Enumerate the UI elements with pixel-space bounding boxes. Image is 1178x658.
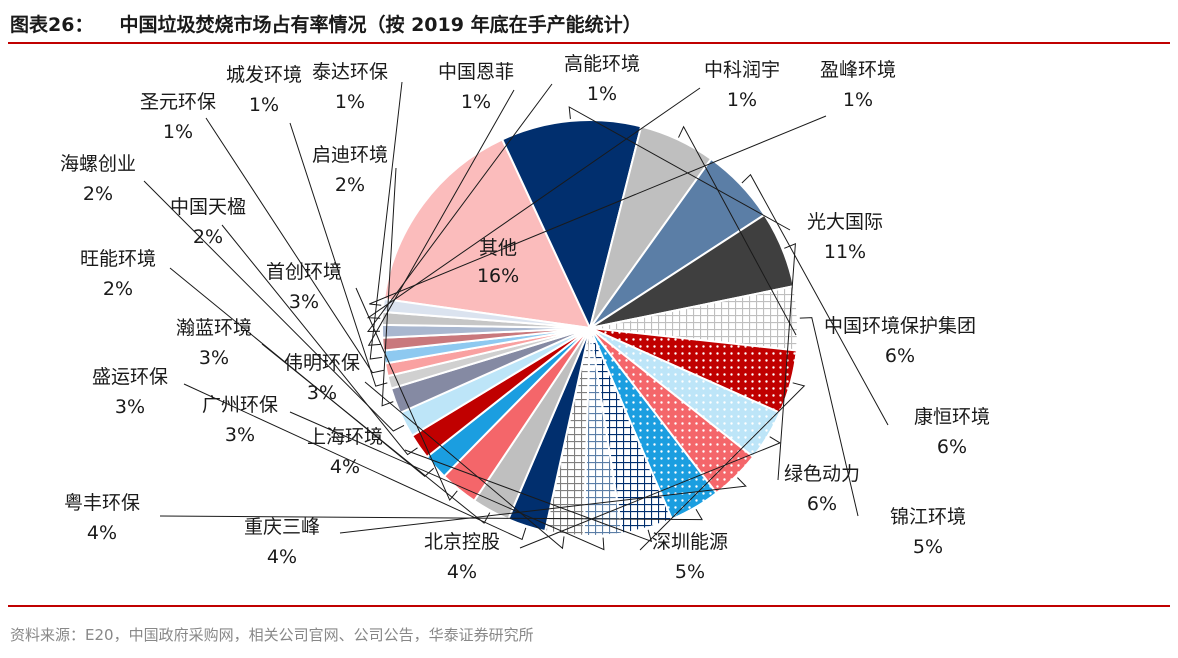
slice-value-4: 6% bbox=[807, 493, 837, 515]
slice-value-7: 4% bbox=[447, 561, 477, 583]
slice-value-20: 1% bbox=[249, 94, 279, 116]
leader-line-13 bbox=[183, 383, 527, 541]
pie-slices bbox=[380, 119, 800, 537]
leader-line-7 bbox=[519, 436, 782, 549]
leader-line-10 bbox=[404, 449, 653, 543]
slice-value-13: 3% bbox=[115, 396, 145, 418]
slice-label-19: 启迪环境 bbox=[312, 144, 388, 166]
leader-line-18 bbox=[143, 180, 405, 432]
leader-line-24 bbox=[366, 83, 553, 333]
leader-line-2 bbox=[678, 125, 797, 336]
slice-label-8: 重庆三峰 bbox=[244, 516, 320, 538]
slice-label-23: 中国恩菲 bbox=[438, 61, 514, 83]
slice-value-19: 2% bbox=[335, 174, 365, 196]
slice-value-26: 1% bbox=[843, 89, 873, 111]
leader-lines bbox=[143, 81, 889, 551]
slice-value-10: 4% bbox=[330, 456, 360, 478]
slice-label-7: 北京控股 bbox=[424, 531, 500, 553]
leader-line-19 bbox=[381, 167, 397, 407]
slice-label-17: 中国天楹 bbox=[170, 196, 246, 218]
slice-label-16: 旺能环境 bbox=[80, 248, 156, 270]
slice-label-25: 中科润宇 bbox=[704, 59, 780, 81]
slice-value-5: 5% bbox=[913, 536, 943, 558]
slice-label-18: 海螺创业 bbox=[60, 153, 136, 175]
leader-line-22 bbox=[369, 81, 403, 360]
leader-line-9 bbox=[159, 509, 703, 521]
leader-line-5 bbox=[799, 317, 859, 517]
slice-value-6: 5% bbox=[675, 561, 705, 583]
slice-label-3: 康恒环境 bbox=[914, 406, 990, 428]
slice-label-14: 瀚蓝环境 bbox=[176, 317, 252, 339]
slice-value-22: 1% bbox=[335, 91, 365, 113]
slice-value-8: 4% bbox=[267, 546, 297, 568]
slice-label-6: 深圳能源 bbox=[652, 531, 728, 553]
slice-value-11: 3% bbox=[225, 424, 255, 446]
slice-value-1: 11% bbox=[824, 241, 866, 263]
leader-line-15 bbox=[355, 287, 458, 502]
leader-line-25 bbox=[366, 87, 701, 319]
slice-value-9: 4% bbox=[87, 522, 117, 544]
slice-label-0: 其他 bbox=[479, 237, 517, 259]
slice-label-13: 盛运环保 bbox=[92, 366, 168, 388]
slice-value-12: 3% bbox=[307, 382, 337, 404]
slice-value-14: 3% bbox=[199, 347, 229, 369]
slice-value-24: 1% bbox=[587, 83, 617, 105]
leader-line-20 bbox=[289, 122, 388, 387]
leader-line-1 bbox=[568, 106, 791, 231]
leader-line-17 bbox=[221, 224, 418, 456]
slice-value-18: 2% bbox=[83, 183, 113, 205]
leader-line-16 bbox=[169, 267, 435, 477]
slice-labels: 其他 16% 光大国际 11% 中国环境保护集团 6% 康恒环境 6% 绿色动力 6% 锦江环境 5%… bbox=[60, 53, 990, 583]
slice-label-2: 中国环境保护集团 bbox=[824, 315, 976, 337]
slice-label-22: 泰达环保 bbox=[312, 61, 388, 83]
slice-value-2: 6% bbox=[885, 345, 915, 367]
slice-label-12: 伟明环保 bbox=[284, 352, 360, 374]
leader-line-11 bbox=[289, 411, 605, 551]
slice-value-3: 6% bbox=[937, 436, 967, 458]
slice-value-23: 1% bbox=[461, 91, 491, 113]
slice-label-21: 圣元环保 bbox=[140, 91, 216, 113]
leader-line-4 bbox=[777, 243, 796, 481]
pie-chart: 其他 16% 光大国际 11% 中国环境保护集团 6% 康恒环境 6% 绿色动力 6% 锦江环境 5%… bbox=[60, 53, 990, 583]
slice-label-15: 首创环境 bbox=[266, 261, 342, 283]
slice-label-9: 粤丰环保 bbox=[64, 492, 140, 514]
bottom-rule bbox=[8, 605, 1170, 607]
slice-label-10: 上海环境 bbox=[307, 426, 383, 448]
leader-line-3 bbox=[741, 173, 889, 426]
source-note: 资料来源：E20，中国政府采购网，相关公司官网、公司公告，华泰证券研究所 bbox=[10, 626, 534, 644]
leader-line-23 bbox=[367, 89, 515, 346]
slice-label-5: 锦江环境 bbox=[890, 506, 966, 528]
slice-label-24: 高能环境 bbox=[564, 53, 640, 75]
figure-label: 图表26： bbox=[10, 14, 94, 36]
slice-label-20: 城发环境 bbox=[226, 64, 302, 86]
figure-title: 图表26： 中国垃圾焚烧市场占有率情况（按 2019 年底在手产能统计） bbox=[10, 10, 642, 37]
slice-value-15: 3% bbox=[289, 291, 319, 313]
pie-slice-0 bbox=[382, 138, 592, 330]
leader-line-6 bbox=[639, 382, 806, 551]
slice-value-17: 2% bbox=[193, 226, 223, 248]
pie-slice-1 bbox=[500, 119, 643, 331]
slice-label-11: 广州环保 bbox=[202, 394, 278, 416]
slice-value-21: 1% bbox=[163, 121, 193, 143]
slice-value-25: 1% bbox=[727, 89, 757, 111]
slice-label-4: 绿色动力 bbox=[784, 463, 860, 485]
slice-label-26: 盈峰环境 bbox=[820, 59, 896, 81]
leader-line-21 bbox=[205, 117, 385, 374]
figure-title-text: 中国垃圾焚烧市场占有率情况（按 2019 年底在手产能统计） bbox=[119, 14, 642, 36]
leader-line-26 bbox=[369, 115, 827, 306]
slice-value-16: 2% bbox=[103, 278, 133, 300]
leader-line-12 bbox=[364, 381, 565, 550]
top-rule bbox=[8, 42, 1170, 44]
slice-label-1: 光大国际 bbox=[807, 211, 883, 233]
slice-value-0: 16% bbox=[477, 265, 519, 287]
